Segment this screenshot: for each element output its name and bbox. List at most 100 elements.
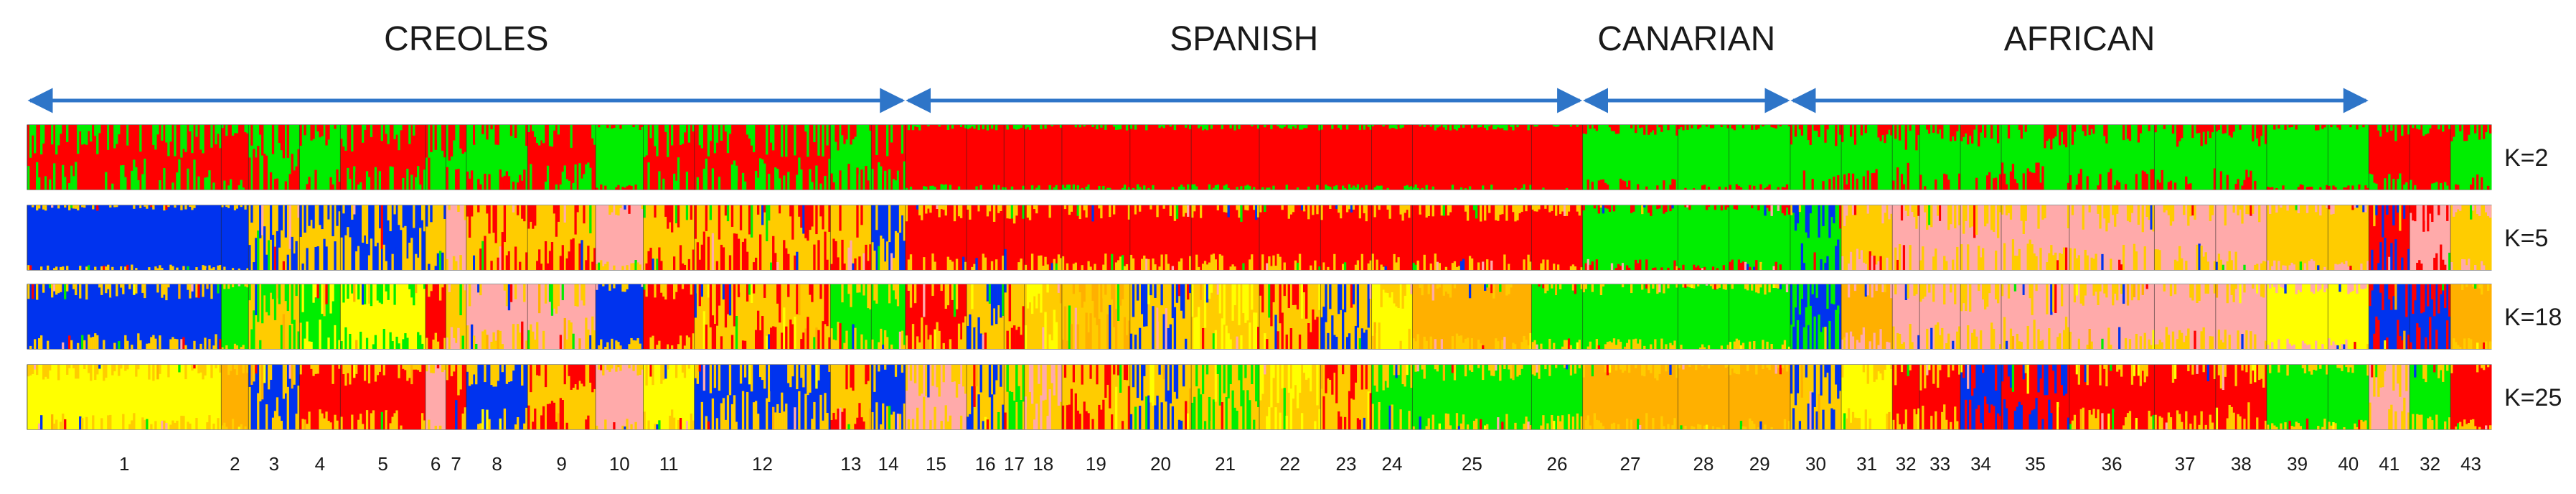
individual-bar [1002,284,1005,316]
individual-bar [774,412,777,429]
individual-bar [2215,125,2219,132]
individual-bar [1345,205,1349,213]
individual-bar [1208,262,1211,270]
individual-bar [896,284,900,307]
individual-bar [242,345,245,349]
individual-bar [826,259,829,270]
individual-bar [2013,284,2017,292]
individual-bar [1340,205,1343,219]
individual-bar [986,205,989,217]
individual-bar [587,329,590,349]
individual-bar [2232,125,2235,132]
individual-bar [2438,284,2440,314]
individual-bar [754,401,758,429]
individual-bar [2377,263,2380,270]
individual-bar [763,284,766,298]
individual-bar [2422,205,2425,232]
individual-bar [694,365,697,378]
individual-bar [724,125,728,132]
individual-bar [1246,185,1249,190]
individual-bar [669,415,672,429]
individual-bar [1305,284,1308,319]
individual-bar [1360,328,1363,349]
individual-bar [867,365,870,381]
individual-bar [1012,125,1016,129]
individual-bar [1757,427,1760,429]
individual-bar [2474,265,2477,270]
individual-bar [53,424,56,429]
individual-bar [1737,365,1741,375]
individual-bar [1630,284,1633,294]
individual-bar [2403,184,2406,190]
individual-bar [490,261,493,270]
individual-bar [255,365,258,374]
individual-bar [2234,183,2237,190]
individual-bar [898,414,902,429]
population-block-32 [1891,205,1920,270]
individual-bar [1881,365,1884,381]
individual-bar [2323,284,2326,293]
individual-bar [481,409,484,429]
individual-bar [2206,365,2209,381]
individual-bar [715,261,719,270]
population-block-37 [2153,205,2217,270]
individual-bar [2394,239,2397,270]
individual-bar [2308,344,2311,349]
individual-bar [1117,365,1120,376]
individual-bar [979,205,982,216]
individual-bar [1787,421,1791,429]
individual-bar [654,284,657,298]
individual-bar [1024,325,1028,349]
individual-bar [2222,125,2224,134]
individual-bar [997,205,1000,213]
individual-bar [329,284,332,314]
individual-bar [1268,284,1271,318]
individual-bar [1720,125,1723,127]
individual-bar [314,284,317,298]
individual-bar [2275,205,2278,213]
individual-bar [942,205,945,210]
individual-bar [425,365,428,372]
individual-bar [542,330,545,349]
individual-bar [109,205,112,208]
population-block-40 [2327,284,2369,349]
ancestry-fill-primary [2328,284,2369,349]
individual-bar [152,205,155,210]
individual-bar [1160,402,1163,429]
individual-bar [1354,187,1358,190]
population-block-32 [2409,284,2451,349]
individual-bar [1637,263,1640,270]
group-label: CREOLES [384,20,548,58]
individual-bar [167,284,170,288]
individual-bar [1322,262,1325,270]
individual-bar [1630,205,1633,213]
individual-bar [2086,344,2089,349]
individual-bar [2247,402,2250,429]
individual-bar [1665,185,1668,190]
individual-bar [611,125,614,129]
individual-bar [2148,339,2150,349]
individual-bar [1945,419,1948,429]
individual-bar [2196,244,2199,270]
individual-bar [871,339,874,349]
individual-bar [2328,421,2331,429]
individual-bar [206,177,209,190]
individual-bar [530,365,532,393]
individual-bar [673,284,676,299]
individual-bar [96,125,99,154]
individual-bar [1442,284,1446,296]
individual-bar [1283,388,1286,429]
ancestry-fill-primary [596,284,644,349]
individual-bar [690,284,692,295]
ancestry-fill-primary [1582,125,1678,190]
individual-bar [1711,125,1715,129]
individual-bar [1877,345,1880,349]
individual-bar [131,345,133,349]
population-block-17 [1003,365,1025,429]
individual-bar [1451,185,1454,190]
individual-bar [1026,407,1030,429]
individual-bar [297,149,300,190]
individual-bar [752,402,756,429]
individual-bar [791,205,794,240]
individual-bar [1922,125,1924,141]
